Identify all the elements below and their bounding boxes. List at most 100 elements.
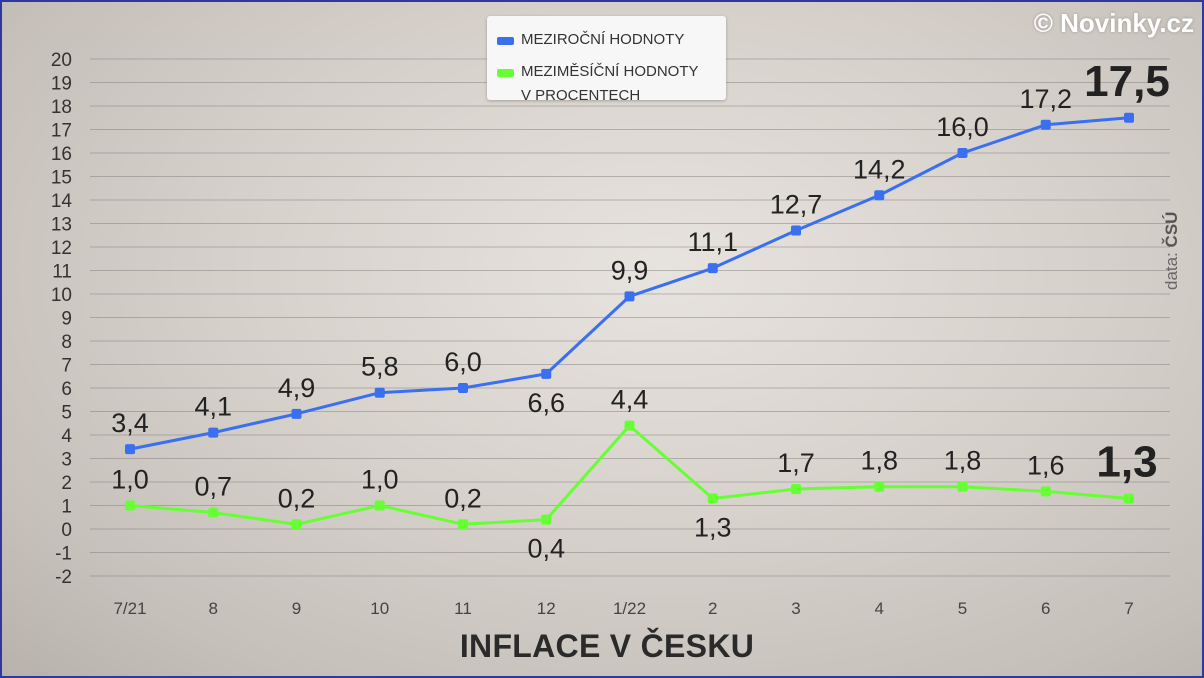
- data-label-yoy: 16,0: [936, 112, 989, 142]
- data-label-yoy: 12,7: [770, 190, 823, 220]
- x-tick-label: 2: [708, 599, 717, 618]
- data-label-mom: 0,7: [194, 472, 232, 502]
- data-label-mom: 1,0: [111, 465, 149, 495]
- data-point-mom: [791, 484, 801, 495]
- data-point-mom: [957, 481, 968, 492]
- data-label-yoy: 4,1: [194, 392, 232, 422]
- y-tick-label: 8: [61, 332, 72, 353]
- data-point-yoy: [874, 190, 885, 201]
- data-point-mom: [707, 493, 718, 504]
- data-point-mom: [874, 481, 885, 492]
- data-point-yoy: [374, 387, 385, 398]
- data-label-mom: 1,7: [777, 448, 815, 478]
- x-tick-label: 5: [958, 599, 967, 618]
- x-tick-label: 7/21: [113, 599, 146, 618]
- data-label-mom: 1,3: [1096, 437, 1157, 486]
- data-point-yoy: [291, 408, 302, 419]
- y-tick-label: 11: [52, 262, 72, 283]
- x-tick-label: 1/22: [613, 599, 646, 618]
- y-tick-label: 2: [61, 473, 72, 494]
- brand-logo: © Novinky.cz: [1033, 8, 1194, 38]
- data-source-prefix: data:: [1162, 252, 1181, 290]
- legend-swatch-green: [497, 69, 514, 77]
- x-tick-label: 8: [209, 599, 218, 618]
- x-tick-label: 7: [1124, 599, 1133, 618]
- y-tick-label: 4: [61, 426, 72, 447]
- x-tick-label: 3: [791, 599, 800, 618]
- data-point-mom: [1124, 493, 1134, 504]
- data-point-yoy: [624, 291, 635, 302]
- data-label-mom: 1,0: [361, 465, 399, 495]
- y-tick-label: 10: [51, 285, 72, 306]
- data-label-yoy: 9,9: [611, 255, 649, 285]
- data-label-mom: 1,8: [860, 446, 898, 476]
- y-tick-label: 14: [51, 191, 73, 212]
- data-point-mom: [1040, 486, 1051, 497]
- x-tick-label: 12: [537, 599, 556, 618]
- data-label-mom: 1,3: [694, 512, 732, 542]
- data-point-mom: [291, 519, 302, 530]
- x-tick-label: 6: [1041, 599, 1050, 618]
- y-tick-label: 20: [51, 50, 72, 71]
- legend-label: MEZIMĚSÍČNÍ HODNOTY: [521, 63, 699, 80]
- data-point-mom: [208, 507, 219, 518]
- legend-swatch-blue: [497, 37, 514, 45]
- data-label-yoy: 6,0: [444, 347, 482, 377]
- data-label-mom: 0,4: [527, 534, 565, 564]
- y-tick-label: 9: [61, 309, 72, 330]
- data-label-mom: 0,2: [278, 483, 316, 513]
- data-point-yoy: [707, 263, 718, 274]
- chart-title: INFLACE V ČESKU: [459, 628, 755, 664]
- y-tick-label: 16: [51, 144, 72, 165]
- y-tick-label: 17: [51, 121, 72, 142]
- data-label-yoy: 17,2: [1019, 84, 1072, 114]
- data-point-mom: [458, 519, 468, 530]
- y-tick-label: 0: [61, 520, 72, 541]
- data-point-yoy: [957, 148, 968, 158]
- y-tick-label: 19: [51, 74, 72, 95]
- data-point-mom: [374, 500, 385, 511]
- legend-label: V PROCENTECH: [521, 87, 641, 104]
- data-point-yoy: [208, 427, 219, 438]
- data-point-yoy: [541, 368, 552, 379]
- data-label-yoy: 14,2: [853, 154, 906, 184]
- data-source: data: ČSÚ: [1162, 204, 1184, 290]
- data-label-yoy: 6,6: [527, 388, 565, 418]
- data-point-yoy: [458, 383, 468, 393]
- y-tick-label: 13: [51, 215, 72, 236]
- legend-label: MEZIROČNÍ HODNOTY: [521, 31, 685, 48]
- data-point-yoy: [791, 225, 801, 236]
- data-point-mom: [125, 500, 135, 511]
- data-point-yoy: [1124, 112, 1134, 123]
- y-tick-label: 5: [61, 403, 72, 424]
- y-tick-label: -1: [55, 544, 72, 565]
- y-tick-label: -2: [55, 567, 72, 588]
- chart-legend: MEZIROČNÍ HODNOTY MEZIMĚSÍČNÍ HODNOTY V …: [487, 16, 726, 104]
- y-tick-label: 15: [51, 168, 72, 189]
- x-tick-label: 9: [292, 599, 301, 618]
- y-tick-label: 7: [61, 356, 72, 377]
- y-tick-label: 6: [61, 379, 72, 400]
- data-label-yoy: 4,9: [278, 373, 316, 403]
- data-point-yoy: [125, 444, 135, 455]
- data-point-mom: [541, 514, 552, 525]
- data-label-mom: 1,8: [944, 446, 982, 476]
- data-label-mom: 1,6: [1027, 450, 1065, 480]
- x-tick-label: 10: [370, 599, 389, 618]
- data-label-yoy: 11,1: [687, 227, 738, 257]
- data-label-mom: 4,4: [611, 385, 649, 415]
- data-label-yoy: 3,4: [111, 408, 149, 438]
- y-tick-label: 3: [61, 450, 72, 471]
- x-tick-label: 4: [875, 599, 884, 618]
- x-tick-label: 11: [454, 599, 472, 618]
- data-label-yoy: 5,8: [361, 352, 399, 382]
- data-source-name: ČSÚ: [1162, 211, 1181, 248]
- y-tick-label: 18: [51, 97, 72, 118]
- y-tick-label: 12: [51, 238, 72, 259]
- y-tick-label: 1: [61, 497, 72, 518]
- data-point-yoy: [1040, 119, 1051, 130]
- data-point-mom: [624, 420, 635, 431]
- data-label-mom: 0,2: [444, 483, 482, 513]
